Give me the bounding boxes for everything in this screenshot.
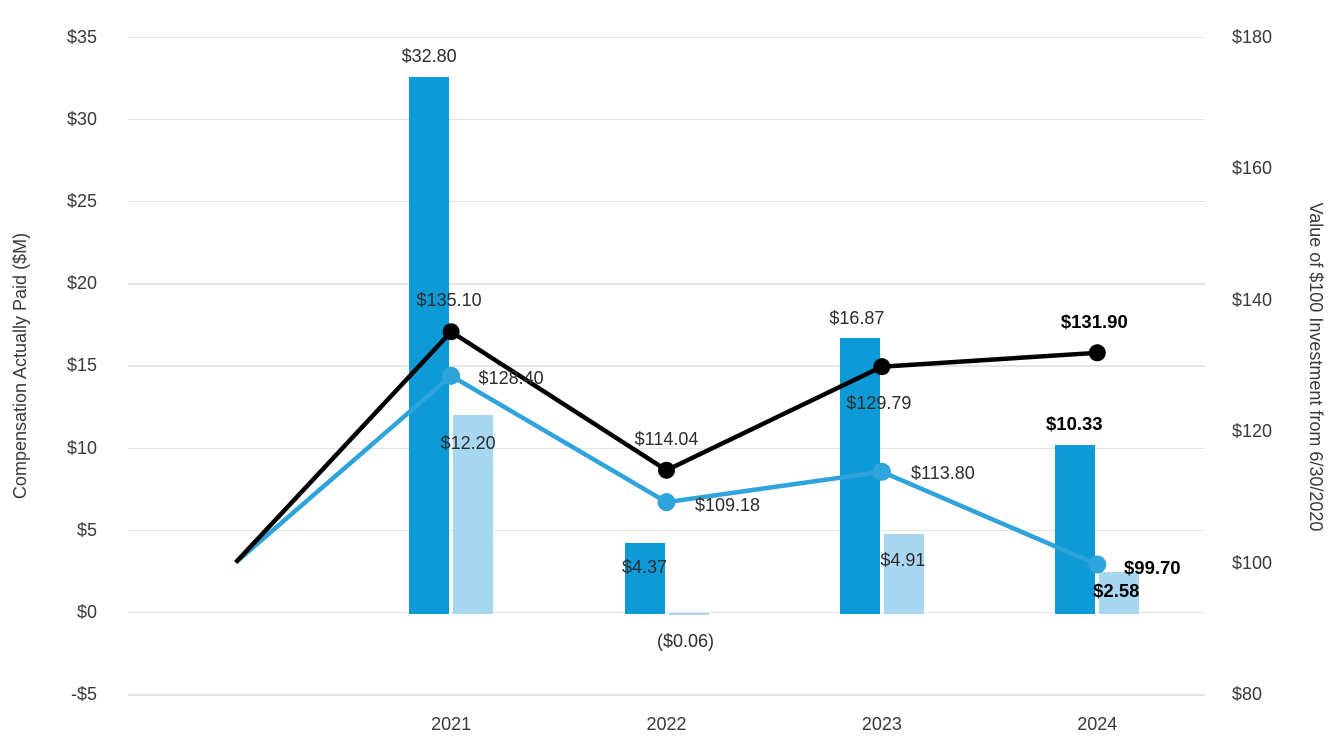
left-axis-tick: $10 xyxy=(66,437,97,458)
line-data-label: $135.10 xyxy=(416,289,482,310)
right-axis-tick: $180 xyxy=(1232,26,1273,47)
bar-data-label: $16.87 xyxy=(829,308,885,329)
gridline xyxy=(128,201,1205,203)
black-line-point xyxy=(658,461,675,479)
gridline xyxy=(128,694,1205,696)
right-axis-tick: $120 xyxy=(1232,421,1273,442)
x-axis-tick: 2021 xyxy=(431,714,472,734)
left-axis-tick: $30 xyxy=(66,108,97,129)
line-data-label: $129.79 xyxy=(846,392,912,413)
dark-blue-bar xyxy=(1055,445,1096,615)
dark-blue-bar xyxy=(409,77,450,615)
bar-data-label: $32.80 xyxy=(401,46,457,67)
right-axis-tick: $100 xyxy=(1232,552,1273,573)
light-blue-bar xyxy=(883,534,924,615)
line-data-label: $99.70 xyxy=(1124,557,1181,579)
bar-data-label: $12.20 xyxy=(440,432,496,453)
gridline xyxy=(128,612,1205,614)
x-axis-tick: 2024 xyxy=(1077,714,1118,734)
black-line-point xyxy=(1088,344,1106,362)
x-axis-tick: 2023 xyxy=(861,714,902,734)
line-data-label: $131.90 xyxy=(1060,310,1128,332)
dark-blue-bar xyxy=(624,542,665,615)
bar-data-label: $10.33 xyxy=(1046,413,1103,435)
bar-data-label: $4.37 xyxy=(621,556,668,577)
line-data-label: $128.40 xyxy=(478,367,544,388)
bar-data-label: ($0.06) xyxy=(656,631,715,651)
left-axis-tick: $25 xyxy=(66,191,97,211)
bar-data-label: $2.58 xyxy=(1093,579,1140,601)
left-axis-tick: $5 xyxy=(76,519,97,540)
left-axis-title: Compensation Actually Paid ($M) xyxy=(10,232,30,500)
left-axis-tick: -$5 xyxy=(70,684,97,705)
gridline xyxy=(128,36,1205,38)
light-blue-line-point xyxy=(657,493,676,512)
light-blue-bar xyxy=(1099,572,1140,615)
dark-blue-bar xyxy=(839,338,880,615)
x-axis-tick: 2022 xyxy=(646,714,687,734)
gridline xyxy=(128,283,1205,285)
right-axis-tick: $160 xyxy=(1232,158,1273,179)
gridline xyxy=(128,118,1205,121)
left-axis-tick: $15 xyxy=(66,355,97,376)
left-axis-tick: $35 xyxy=(66,26,97,47)
left-axis-tick: $20 xyxy=(66,273,97,294)
gridline xyxy=(128,529,1205,532)
line-data-label: $114.04 xyxy=(634,429,699,450)
line-data-label: $113.80 xyxy=(911,462,975,483)
right-axis-tick: $80 xyxy=(1232,684,1263,704)
left-axis-tick: $0 xyxy=(76,602,97,622)
right-axis-title: Value of $100 Investment from 6/30/2020 xyxy=(1306,202,1326,532)
gridline xyxy=(128,365,1205,367)
line-data-label: $109.18 xyxy=(694,495,761,516)
light-blue-bar xyxy=(668,613,709,615)
bar-data-label: $4.91 xyxy=(880,550,926,571)
right-axis-tick: $140 xyxy=(1232,289,1273,310)
